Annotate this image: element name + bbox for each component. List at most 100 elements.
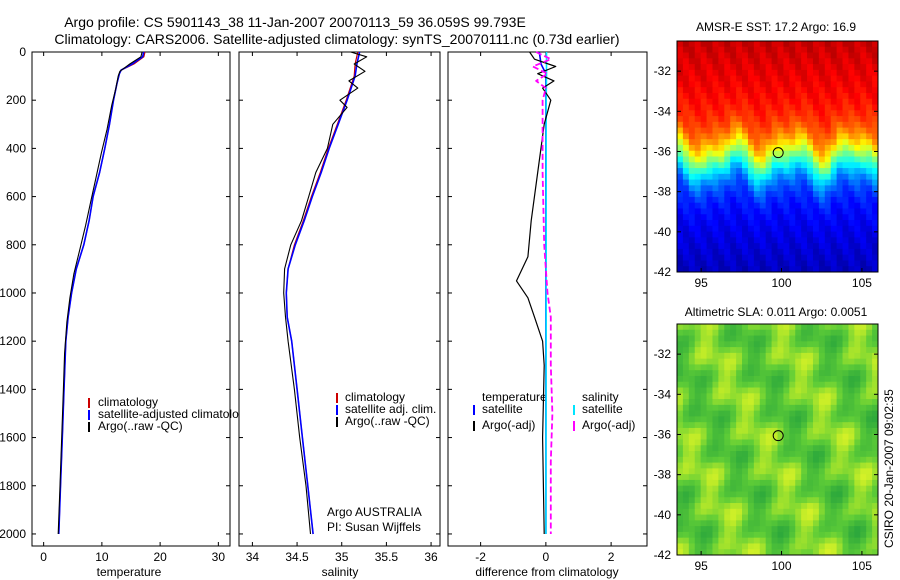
- sst-cell: [836, 214, 844, 221]
- sla-cell: [848, 474, 855, 481]
- sst-cell: [771, 266, 778, 273]
- sla-cell: [682, 393, 690, 400]
- sst-cell: [777, 260, 784, 267]
- sla-cell: [700, 393, 708, 400]
- sla-cell: [783, 491, 790, 498]
- sst-map-panel: AMSR-E SST: 17.2 Argo: 16.9: [676, 20, 879, 273]
- sla-cell: [836, 549, 844, 556]
- sst-cell: [747, 208, 755, 215]
- sla-cell: [854, 347, 861, 354]
- sla-cell: [724, 474, 731, 481]
- sla-cell: [807, 370, 814, 377]
- depth-tick-label: 1200: [0, 334, 26, 348]
- sst-cell: [777, 81, 784, 88]
- sla-cell: [860, 416, 867, 423]
- sla-cell: [700, 485, 708, 492]
- sla-cell: [694, 335, 702, 342]
- sst-cell: [742, 168, 749, 175]
- sla-cell: [789, 549, 796, 556]
- sla-cell: [747, 433, 755, 441]
- sst-cell: [688, 110, 696, 117]
- sla-cell: [742, 531, 749, 539]
- sla-cell: [753, 347, 761, 354]
- sla-cell: [830, 375, 838, 383]
- sst-cell: [742, 75, 749, 82]
- sla-cell: [753, 526, 761, 533]
- sla-cell: [742, 410, 749, 417]
- sst-cell: [700, 64, 708, 71]
- sst-cell: [783, 162, 790, 169]
- sst-cell: [724, 185, 731, 192]
- sst-cell: [872, 98, 879, 106]
- sst-cell: [677, 104, 684, 111]
- sla-cell: [795, 474, 802, 481]
- sst-cell: [854, 254, 861, 261]
- sla-cell: [700, 381, 708, 389]
- sst-cell: [736, 248, 743, 256]
- sla-cell: [771, 474, 778, 481]
- sla-cell: [818, 451, 826, 458]
- sla-cell: [824, 491, 832, 498]
- sst-cell: [677, 139, 684, 146]
- sla-cell: [688, 352, 696, 360]
- sla-cell: [718, 341, 725, 348]
- sla-cell: [759, 474, 767, 481]
- sla-cell: [789, 352, 796, 360]
- sst-cell: [724, 231, 731, 238]
- sla-cell: [677, 531, 684, 539]
- sla-cell: [694, 329, 702, 337]
- sla-cell: [866, 485, 873, 492]
- sst-cell: [824, 121, 832, 129]
- sst-cell: [795, 139, 802, 146]
- sst-cell: [807, 254, 814, 261]
- sla-cell: [730, 324, 737, 331]
- sst-cell: [812, 254, 820, 261]
- sla-cell: [836, 497, 844, 504]
- sla-cell: [700, 387, 708, 394]
- sla-cell: [730, 514, 737, 521]
- sst-cell: [742, 87, 749, 94]
- sla-cell: [724, 491, 731, 498]
- sla-cell: [860, 341, 867, 348]
- sst-cell: [783, 116, 790, 123]
- sst-cell: [747, 81, 755, 88]
- sla-cell: [848, 358, 855, 365]
- sla-cell: [712, 543, 719, 550]
- sst-cell: [866, 173, 873, 181]
- sst-cell: [854, 225, 861, 233]
- sst-cell: [854, 64, 861, 71]
- sst-cell: [783, 52, 790, 59]
- sla-cell: [854, 439, 861, 446]
- sla-cell: [872, 531, 879, 539]
- sst-cell: [712, 196, 719, 204]
- sst-cell: [712, 58, 719, 65]
- sst-cell: [818, 191, 826, 198]
- sla-cell: [836, 404, 844, 412]
- sla-cell: [818, 393, 826, 400]
- sla-cell: [759, 427, 767, 435]
- sla-cell: [700, 427, 708, 435]
- sla-cell: [777, 399, 784, 406]
- sst-cell: [730, 41, 737, 48]
- sla-cell: [812, 451, 820, 458]
- sla-cell: [747, 399, 755, 406]
- sst-cell: [718, 248, 725, 256]
- sla-cell: [866, 531, 873, 539]
- sst-cell: [765, 254, 773, 261]
- sst-cell: [789, 92, 796, 100]
- sst-cell: [747, 104, 755, 111]
- sla-cell: [860, 456, 867, 464]
- sst-cell: [730, 225, 737, 233]
- sla-cell: [724, 503, 731, 510]
- sla-cell: [812, 526, 820, 533]
- sla-cell: [789, 341, 796, 348]
- sla-cell: [759, 456, 767, 464]
- sla-cell: [736, 503, 743, 510]
- sst-cell: [730, 81, 737, 88]
- sla-cell: [724, 445, 731, 452]
- sla-cell: [706, 427, 713, 435]
- sst-cell: [854, 121, 861, 129]
- sst-cell: [836, 191, 844, 198]
- sst-cell: [866, 58, 873, 65]
- sla-cell: [872, 456, 879, 464]
